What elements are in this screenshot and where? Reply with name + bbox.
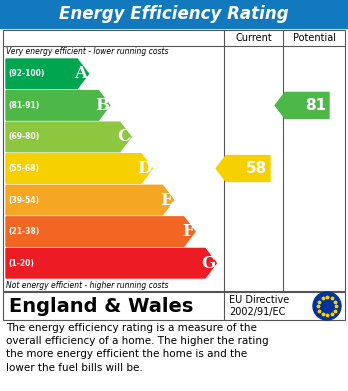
Text: 81: 81 bbox=[305, 98, 326, 113]
Text: (69-80): (69-80) bbox=[8, 133, 39, 142]
Circle shape bbox=[313, 292, 341, 320]
Text: D: D bbox=[137, 160, 151, 177]
Polygon shape bbox=[216, 156, 270, 181]
Polygon shape bbox=[6, 122, 131, 152]
Text: Very energy efficient - lower running costs: Very energy efficient - lower running co… bbox=[6, 47, 168, 56]
Text: Potential: Potential bbox=[293, 33, 335, 43]
Polygon shape bbox=[6, 185, 174, 215]
Text: (55-68): (55-68) bbox=[8, 164, 39, 173]
Text: F: F bbox=[182, 223, 194, 240]
Text: Current: Current bbox=[235, 33, 272, 43]
Text: The energy efficiency rating is a measure of the
overall efficiency of a home. T: The energy efficiency rating is a measur… bbox=[6, 323, 269, 373]
Text: England & Wales: England & Wales bbox=[9, 296, 193, 316]
Polygon shape bbox=[6, 248, 216, 278]
Text: A: A bbox=[74, 65, 88, 82]
Polygon shape bbox=[275, 92, 329, 118]
Polygon shape bbox=[6, 59, 88, 89]
Text: (1-20): (1-20) bbox=[8, 259, 34, 268]
Polygon shape bbox=[6, 217, 195, 246]
Text: B: B bbox=[95, 97, 109, 114]
Polygon shape bbox=[6, 154, 152, 183]
Text: C: C bbox=[117, 128, 130, 145]
Text: (39-54): (39-54) bbox=[8, 196, 39, 204]
Bar bbox=[3, 30, 345, 291]
Text: Not energy efficient - higher running costs: Not energy efficient - higher running co… bbox=[6, 281, 168, 290]
Text: E: E bbox=[160, 192, 173, 208]
Text: (92-100): (92-100) bbox=[8, 69, 45, 78]
Text: (81-91): (81-91) bbox=[8, 101, 39, 110]
Text: EU Directive
2002/91/EC: EU Directive 2002/91/EC bbox=[229, 295, 289, 317]
Text: G: G bbox=[201, 255, 215, 272]
Polygon shape bbox=[6, 91, 110, 120]
Bar bbox=[0, 0, 348, 28]
Bar bbox=[3, 292, 345, 320]
Text: (21-38): (21-38) bbox=[8, 227, 39, 236]
Text: 58: 58 bbox=[246, 161, 267, 176]
Text: Energy Efficiency Rating: Energy Efficiency Rating bbox=[59, 5, 289, 23]
